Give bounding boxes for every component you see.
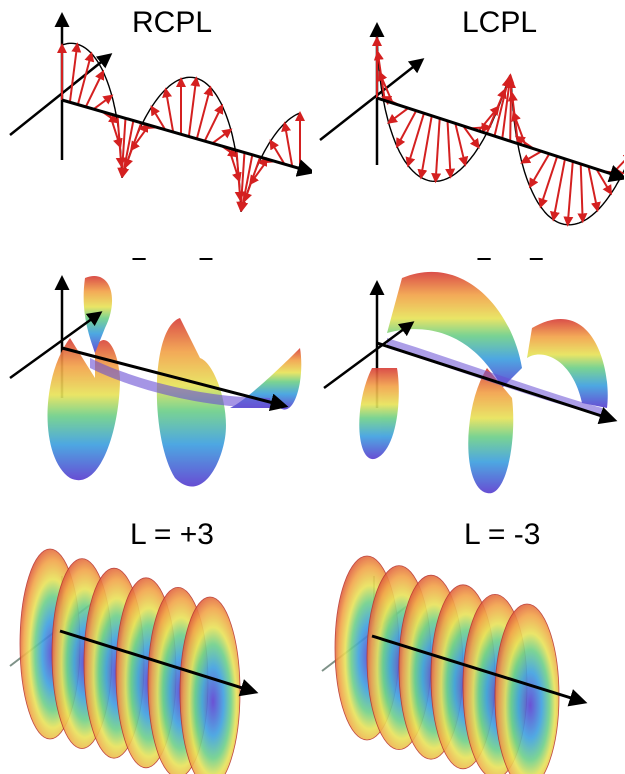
field-vector-arrow	[455, 123, 465, 165]
field-vector-arrow	[189, 78, 196, 136]
panel-title: L = -3	[464, 518, 540, 552]
panel-title: L = +1	[130, 258, 214, 268]
field-vector-arrow	[166, 89, 173, 131]
wavefront-sheet	[495, 604, 559, 774]
field-vector-arrow	[197, 87, 211, 138]
oam-l-plus-3-diagram	[0, 516, 312, 774]
panel-l-minus-3: L = -3	[312, 516, 624, 774]
helical-wavefront	[48, 276, 302, 486]
oam-l-minus-3-diagram	[312, 516, 624, 774]
oam-l-minus-1-diagram	[312, 258, 624, 516]
field-vector-arrow	[397, 111, 416, 147]
field-vector-arrow	[86, 72, 103, 107]
field-vector-arrows	[62, 44, 300, 210]
field-vector-arrow	[589, 166, 598, 210]
field-vector-arrow	[448, 121, 451, 177]
panel-title: LCPL	[462, 6, 537, 40]
panel-l-plus-3: L = +3	[0, 516, 312, 774]
field-vector-arrow	[70, 44, 77, 102]
field-vector-arrow	[213, 130, 231, 143]
panel-title: L = +3	[130, 518, 214, 552]
field-vector-arrow	[510, 80, 511, 141]
field-vector-arrow	[530, 154, 549, 187]
field-vector-arrow	[553, 159, 565, 220]
panel-title: RCPL	[132, 6, 212, 40]
panel-l-plus-1: L = +1	[0, 258, 312, 516]
panel-title: L= -1	[475, 258, 544, 268]
field-vector-arrow	[436, 118, 440, 181]
field-vector-arrow	[612, 153, 624, 174]
panel-lcpl: LCPL	[312, 0, 624, 258]
helical-wavefront	[359, 272, 607, 493]
field-vector-arrow	[94, 96, 112, 109]
field-vector-arrow	[522, 151, 542, 162]
panel-rcpl: RCPL	[0, 0, 312, 258]
axis-depth	[10, 55, 110, 135]
field-vector-arrow	[421, 116, 432, 178]
field-vector-arrow	[285, 123, 292, 165]
helical-wavefront	[20, 549, 240, 774]
field-vector-arrow	[389, 108, 409, 123]
helical-wavefront	[335, 556, 559, 774]
panel-l-minus-1: L= -1	[312, 258, 624, 516]
oam-l-plus-1-diagram	[0, 258, 312, 516]
field-vector-arrow	[205, 106, 222, 141]
field-vector-arrow	[581, 164, 583, 221]
field-vector-arrow	[568, 161, 573, 224]
